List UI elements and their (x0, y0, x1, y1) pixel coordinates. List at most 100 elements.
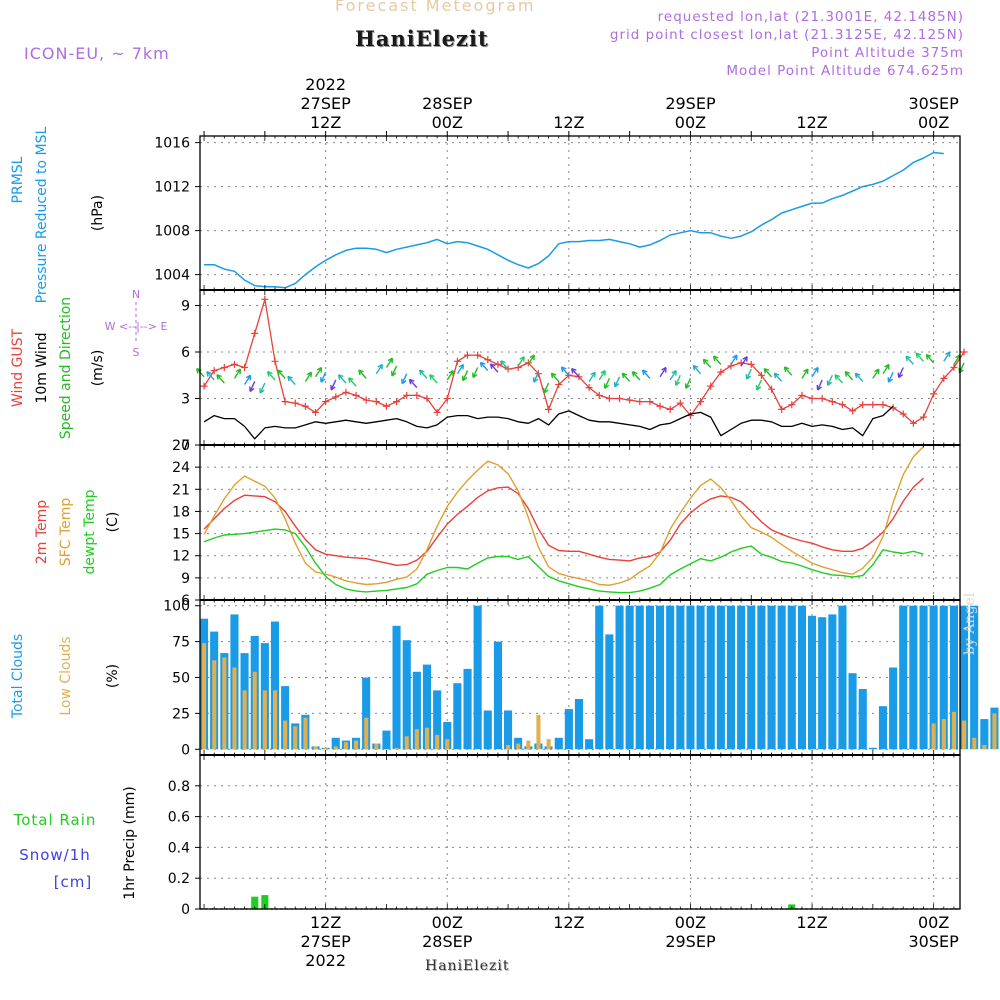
rain-bar (251, 896, 259, 909)
wind-arrow-head (277, 369, 283, 376)
low-cloud-bar (506, 745, 511, 750)
wind-arrow-head (613, 381, 620, 388)
bottom-time-label: 12Z (796, 913, 827, 932)
total-cloud-bar (402, 640, 411, 750)
wind-direction-arrow (844, 371, 854, 381)
y-tick-label: 15 (172, 527, 190, 543)
wind-arrow-head (249, 386, 255, 393)
footer-station-name: HaniElezit (425, 958, 510, 974)
wind-direction-arrow (304, 371, 312, 382)
bottom-time-label: 00Z (432, 913, 463, 932)
total-clouds-axis-title: Total Clouds (10, 634, 26, 719)
temp-sfc-axis-title: SFC Temp (58, 498, 74, 567)
wind-direction-arrow (550, 372, 560, 382)
wind-gust-marker (909, 419, 917, 427)
total-cloud-bar (331, 737, 340, 750)
wind-arrow-head (316, 366, 323, 373)
total-cloud-bar (656, 605, 665, 750)
wind-gust-marker (382, 402, 390, 410)
compass-north: N (132, 288, 140, 301)
wind-arrow-head (813, 366, 819, 373)
pressure-axis-unit: (hPa) (90, 195, 106, 231)
total-cloud-bar (615, 605, 624, 750)
pressure-axis-title: PRMSL (10, 156, 26, 203)
wind-gust-marker (484, 356, 492, 364)
wind-gust-marker (230, 360, 238, 368)
wind-direction-arrow (446, 370, 454, 381)
wind-gust-marker (778, 405, 786, 413)
wind-direction-arrow (801, 368, 809, 379)
low-cloud-bar (364, 717, 369, 750)
wind-gust-marker (423, 395, 431, 402)
wind-arrow-head (390, 370, 397, 377)
y-tick-label: 9 (181, 299, 190, 315)
rain-bar (261, 895, 269, 909)
wind-arrow-head (603, 383, 610, 389)
low-cloud-bar (526, 740, 531, 750)
wind-direction-arrow (915, 352, 925, 362)
wind-gust-marker (545, 405, 553, 413)
snow-label: Snow/1h (19, 846, 91, 864)
wind-gust-marker (443, 395, 451, 402)
low-cloud-bar (242, 690, 247, 750)
wind-direction-arrow (943, 351, 951, 362)
temp-axis-unit: (C) (105, 512, 121, 533)
wind-direction-arrow (216, 374, 225, 384)
wind-arrow-head (661, 366, 667, 373)
top-time-label: 12Z (553, 113, 584, 132)
wind-gust-marker (433, 408, 441, 416)
total-cloud-bar (939, 605, 948, 750)
y-tick-label: 100 (163, 599, 190, 615)
total-cloud-bar (828, 614, 837, 750)
top-time-label: 00Z (675, 113, 706, 132)
wind-gust-marker (312, 408, 320, 416)
top-time-label: 27SEP (301, 94, 352, 113)
wind-arrow-head (529, 354, 535, 361)
bottom-time-label: 2022 (305, 951, 346, 970)
model-label: ICON-EU, ~ 7km (24, 44, 170, 63)
wind-arrow-head (542, 387, 549, 394)
wind-arrow-head (358, 369, 364, 376)
frame-layer (195, 131, 961, 910)
total-cloud-bar (666, 605, 675, 750)
total-cloud-bar (625, 605, 634, 750)
low-cloud-bar (435, 734, 440, 750)
total-cloud-bar (706, 605, 715, 750)
wind-direction-arrow (543, 382, 550, 394)
total-cloud-bar (483, 710, 492, 750)
wind-arrow-head (259, 387, 265, 394)
total-cloud-bar (919, 605, 928, 750)
total-cloud-bar (270, 621, 279, 750)
wind-direction-arrow (905, 355, 914, 365)
wind-direction-arrow (763, 368, 773, 378)
y-tick-label: 1008 (154, 224, 190, 240)
wind-gust-marker (869, 401, 877, 409)
low-cloud-bar (283, 720, 288, 750)
wind-arrow-head (816, 384, 823, 391)
wind-arrow-head (489, 363, 496, 369)
top-time-label: 12Z (310, 113, 341, 132)
total-cloud-bar (362, 677, 371, 750)
wind-direction-arrow (401, 373, 408, 384)
wind-gust-marker (524, 359, 532, 367)
panel-frame-pressure (199, 135, 961, 291)
wind-arrow-head (245, 374, 252, 381)
wind-arrow-head (377, 363, 383, 370)
top-time-label: 28SEP (422, 94, 473, 113)
total-cloud-bar (645, 605, 654, 750)
wind-arrow-head (266, 371, 273, 377)
wind-arrow-head (641, 369, 648, 376)
wind-direction-arrow (642, 369, 651, 379)
wind-arrow-head (783, 366, 790, 373)
wind-arrow-head (925, 353, 932, 360)
wind-arrow-head (348, 377, 354, 383)
low-cloud-bar (222, 657, 227, 750)
total-cloud-bar (281, 686, 290, 750)
wind-gust-marker (636, 398, 644, 406)
wind-arrow-head (600, 370, 606, 376)
wind-direction-arrow (669, 370, 677, 381)
temp-dewpt-axis-title: dewpt Temp (82, 489, 98, 574)
wind-arrow-head (532, 377, 539, 383)
wind-gust-marker (393, 398, 401, 406)
forecast-title: Forecast Meteogram (335, 0, 536, 15)
